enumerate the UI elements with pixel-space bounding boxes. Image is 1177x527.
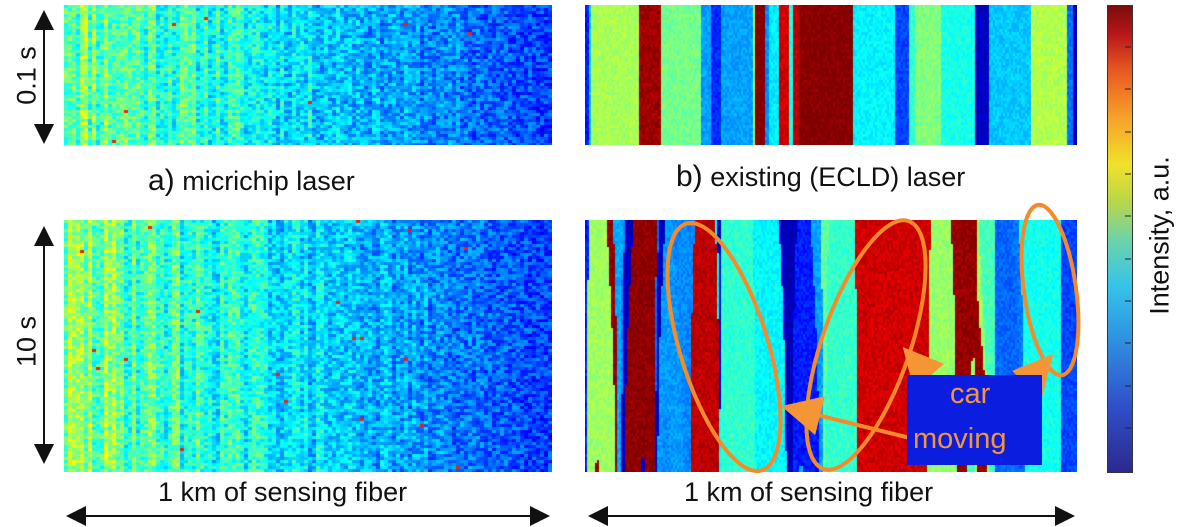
heatmap-b-canvas [585, 5, 1077, 145]
colorbar-ticks [1125, 46, 1131, 429]
heatmap-a-canvas [64, 5, 552, 145]
heatmap-c-canvas [64, 220, 552, 472]
caption-b: b) existing (ECLD) laser [676, 160, 965, 194]
caption-a: a) micrichip laser [148, 164, 355, 198]
heatmap-panel-b [585, 5, 1077, 145]
caption-a-letter: a) [148, 164, 175, 197]
highlight-ellipse-1 [665, 220, 783, 474]
annotation-line-2: moving [913, 423, 1007, 455]
heatmap-panel-a [64, 5, 552, 145]
caption-b-text: existing (ECLD) laser [710, 162, 966, 192]
annotation-line-1: car [950, 378, 991, 410]
colorbar [1107, 5, 1133, 473]
caption-b-letter: b) [676, 160, 703, 193]
x-axis-label-right: 1 km of sensing fiber [684, 477, 934, 507]
pointer-arrow-2 [781, 396, 911, 440]
x-axis-label-left: 1 km of sensing fiber [158, 477, 408, 507]
caption-a-text: micrichip laser [182, 166, 355, 196]
annotation-box [907, 375, 1042, 465]
heatmap-panel-c [64, 220, 552, 472]
highlight-ellipse-3 [1019, 202, 1081, 378]
